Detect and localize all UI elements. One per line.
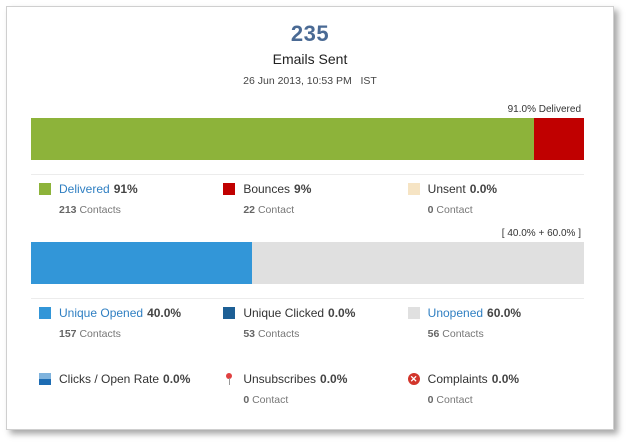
delivery-stats-row: Delivered 91% 213 Contacts Bounces 9% 22… bbox=[31, 174, 584, 220]
complaints-unit: Contact bbox=[436, 394, 473, 406]
open-bar-caption: [ 40.0% + 60.0% ] bbox=[501, 228, 581, 239]
email-report-card: 235 Emails Sent 26 Jun 2013, 10:53 PM IS… bbox=[6, 6, 614, 430]
unique-clicked-unit: Contacts bbox=[257, 328, 300, 340]
delivered-unit: Contacts bbox=[79, 204, 121, 216]
delivered-segment[interactable] bbox=[31, 118, 535, 160]
bounces-segment[interactable] bbox=[534, 118, 584, 160]
bounces-swatch-icon bbox=[223, 183, 236, 195]
unique-opened-link[interactable]: Unique Opened bbox=[59, 306, 144, 320]
unopened-value: 60.0% bbox=[487, 306, 522, 320]
unique-clicked-swatch-icon bbox=[223, 307, 236, 319]
unique-opened-swatch-icon bbox=[39, 307, 51, 319]
unsent-stat: Unsent 0.0% 0 Contact bbox=[399, 174, 584, 220]
report-header: 235 Emails Sent 26 Jun 2013, 10:53 PM IS… bbox=[7, 21, 613, 87]
clicks-open-rate-label: Clicks / Open Rate bbox=[59, 372, 160, 386]
unsubscribes-label: Unsubscribes bbox=[243, 372, 317, 386]
unique-clicked-count: 53 bbox=[243, 328, 256, 340]
unsent-count: 0 bbox=[427, 204, 434, 216]
bounces-value: 9% bbox=[294, 182, 312, 196]
bounces-stat: Bounces 9% 22 Contact bbox=[215, 174, 400, 220]
unsubscribes-unit: Contact bbox=[252, 394, 289, 406]
unopened-link[interactable]: Unopened bbox=[427, 306, 484, 320]
pin-icon bbox=[223, 373, 235, 385]
opened-segment[interactable] bbox=[31, 242, 253, 284]
sent-datetime: 26 Jun 2013, 10:53 PM bbox=[243, 75, 352, 87]
emails-sent-label: Emails Sent bbox=[272, 51, 348, 67]
unsent-unit: Contact bbox=[436, 204, 473, 216]
unopened-stat: Unopened 60.0% 56 Contacts bbox=[399, 298, 584, 344]
x-circle-icon: ✕ bbox=[407, 373, 420, 385]
bounces-label: Bounces bbox=[243, 182, 291, 196]
unique-opened-count: 157 bbox=[59, 328, 77, 340]
clicks-open-rate-icon bbox=[39, 373, 51, 385]
unsubscribes-count: 0 bbox=[243, 394, 250, 406]
unopened-unit: Contacts bbox=[442, 328, 484, 340]
unique-clicked-stat: Unique Clicked 0.0% 53 Contacts bbox=[215, 298, 400, 344]
unopened-count: 56 bbox=[427, 328, 440, 340]
unique-clicked-value: 0.0% bbox=[328, 306, 356, 320]
unique-opened-value: 40.0% bbox=[147, 306, 182, 320]
unopened-swatch-icon bbox=[407, 307, 420, 319]
unsubscribes-stat: Unsubscribes 0.0% 0 Contact bbox=[215, 365, 399, 415]
complaints-label: Complaints bbox=[427, 372, 488, 386]
clicks-open-rate-value: 0.0% bbox=[163, 372, 191, 386]
bounces-count: 22 bbox=[243, 204, 256, 216]
unsent-swatch-icon bbox=[407, 183, 420, 195]
delivered-stat: Delivered 91% 213 Contacts bbox=[31, 174, 216, 220]
delivery-bar-caption: 91.0% Delivered bbox=[507, 104, 581, 115]
bounces-unit: Contact bbox=[257, 204, 295, 216]
delivered-value: 91% bbox=[113, 182, 138, 196]
complaints-count: 0 bbox=[427, 394, 434, 406]
clicks-open-rate-stat: Clicks / Open Rate 0.0% bbox=[31, 365, 215, 415]
unsent-value: 0.0% bbox=[469, 182, 498, 196]
unopened-segment[interactable] bbox=[252, 242, 584, 284]
sent-date: 26 Jun 2013, 10:53 PM IST bbox=[7, 75, 613, 87]
rate-stats-row: Clicks / Open Rate 0.0% Unsubscribes 0.0… bbox=[31, 365, 584, 415]
unique-opened-unit: Contacts bbox=[79, 328, 121, 340]
delivered-swatch-icon bbox=[39, 183, 51, 195]
emails-sent-count: 235 bbox=[290, 21, 330, 46]
unique-opened-stat: Unique Opened 40.0% 157 Contacts bbox=[31, 298, 216, 344]
delivered-count: 213 bbox=[59, 204, 77, 216]
open-bar bbox=[31, 242, 584, 284]
open-stats-row: Unique Opened 40.0% 157 Contacts Unique … bbox=[31, 298, 584, 344]
unsent-label: Unsent bbox=[427, 182, 466, 196]
unique-clicked-label: Unique Clicked bbox=[243, 306, 325, 320]
complaints-value: 0.0% bbox=[491, 372, 520, 386]
unsubscribes-value: 0.0% bbox=[320, 372, 348, 386]
delivered-link[interactable]: Delivered bbox=[59, 182, 110, 196]
sent-timezone: IST bbox=[360, 75, 377, 87]
delivery-bar bbox=[31, 118, 584, 160]
complaints-stat: ✕ Complaints 0.0% 0 Contact bbox=[400, 365, 584, 415]
